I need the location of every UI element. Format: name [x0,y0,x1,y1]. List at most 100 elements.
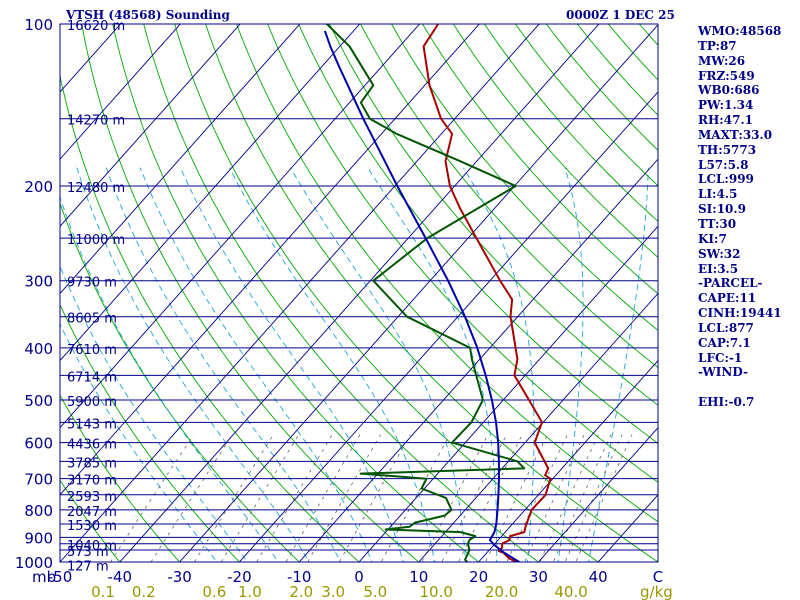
moist-adiabat [60,323,218,562]
isotherm [60,24,421,429]
isotherm [238,91,658,562]
mixing-ratio-label: 0.6 [202,583,226,600]
index-item: FRZ:549 [698,68,755,83]
mixing-ratio-line [575,434,633,562]
isotherm [60,24,361,362]
temperature-tick-label: 20 [469,568,488,586]
mixing-ratio-line [552,434,612,562]
mixing-ratio-line [484,434,548,562]
moist-adiabat [463,167,535,562]
mixing-ratio-line [564,434,623,562]
mixing-ratio-line [193,434,274,562]
dry-adiabat [390,24,658,331]
mixing-ratio-line [524,434,585,562]
index-item: KI:7 [698,231,727,246]
stability-indices-panel: WMO:48568 TP:87 MW:26 FRZ:549 WB0:686 PW:1.34… [698,24,798,410]
pressure-tick-label: 800 [24,502,53,520]
isotherms [60,24,658,562]
isotherm [60,24,480,496]
index-item: LI:4.5 [698,187,738,202]
moist-adiabat [229,167,435,562]
index-item: CAP:7.1 [698,335,751,350]
height-label: 1530 m [67,519,117,534]
index-item: LFC:-1 [698,350,743,365]
index-item: EI:3.5 [698,261,739,276]
temperature-tick-label: -50 [48,568,73,586]
mixing-ratio-label: 40.0 [554,583,587,600]
index-item [698,380,798,395]
isotherm [537,427,658,562]
index-item: TP:87 [698,38,737,53]
index-item: MW:26 [698,53,746,68]
mixing-ratio-label: 0.1 [91,583,115,600]
isotherm [298,158,658,562]
height-label: 3785 m [67,456,117,471]
moist-adiabat [60,265,249,562]
mixing-ratio-unit: g/kg [640,583,673,600]
pressure-tick-label: 600 [24,435,53,453]
height-label: 127 m [67,559,109,574]
temperature-tick-label: 10 [409,568,428,586]
isotherm [119,24,600,562]
parcel-profile [323,30,520,562]
moist-adiabat [557,167,584,562]
mixing-ratio-label: 0.2 [132,583,156,600]
height-label: 14270 m [67,114,125,129]
temperature-tick-label: 0 [354,568,364,586]
height-label: 12480 m [67,181,125,196]
isotherm [178,24,658,562]
isotherm [418,292,658,562]
pressure-tick-label: 500 [24,392,53,410]
temperature-profile [422,24,552,562]
height-label: 4436 m [67,438,117,453]
pressure-tick-label: 400 [24,340,53,358]
index-item: PW:1.34 [698,98,754,113]
height-label: 5143 m [67,417,117,432]
moist-adiabat [105,167,341,562]
mixing-ratio-label: 5.0 [363,583,387,600]
height-label: 6714 m [67,370,117,385]
index-item: EHI:-0.7 [698,395,755,410]
isotherm [60,24,241,227]
index-item: TT:30 [698,216,737,231]
dry-adiabat [298,24,658,445]
station-title: VTSH (48568) Sounding [66,8,230,22]
temperature-tick-label: 40 [589,568,608,586]
mixing-ratio-label: 1.0 [238,583,262,600]
height-label: 2593 m [67,490,117,505]
index-item: CAPE:11 [698,291,757,306]
sounding-time: 0000Z 1 DEC 25 [566,8,675,22]
mixing-ratio-line [256,434,333,562]
index-item: WMO:48568 [698,24,782,38]
isotherm [60,24,540,562]
height-label: 3170 m [67,474,117,489]
isotherm [358,225,658,562]
moist-adiabat [588,167,649,562]
index-item: LCL:999 [698,172,754,187]
height-label: 11000 m [67,233,125,248]
index-item: L57:5.8 [698,157,749,172]
height-label: 9730 m [67,276,117,291]
index-item: WB0:686 [698,83,760,98]
isotherm [477,359,658,562]
dry-adiabat [267,24,658,483]
pressure-tick-label: 100 [24,16,53,34]
index-item: SW:32 [698,246,741,261]
pressure-tick-label: 1000 [15,554,53,572]
moist-adiabat [180,167,404,562]
index-item: TH:5773 [698,142,757,157]
pressure-tick-label: 900 [24,529,53,547]
dry-adiabat [236,24,658,523]
mixing-ratio-label: 20.0 [485,583,518,600]
isotherm [60,24,181,160]
moist-adiabat [290,167,467,562]
temperature-tick-label: -40 [108,568,133,586]
height-label: 5900 m [67,395,117,410]
mixing-ratio-lines [109,434,633,562]
height-label: 16620 m [67,19,125,34]
height-label: 573 m [67,545,109,560]
temperature-tick-label: -10 [287,568,312,586]
pressure-tick-label: 300 [24,273,53,291]
index-item: -PARCEL- [698,276,763,291]
